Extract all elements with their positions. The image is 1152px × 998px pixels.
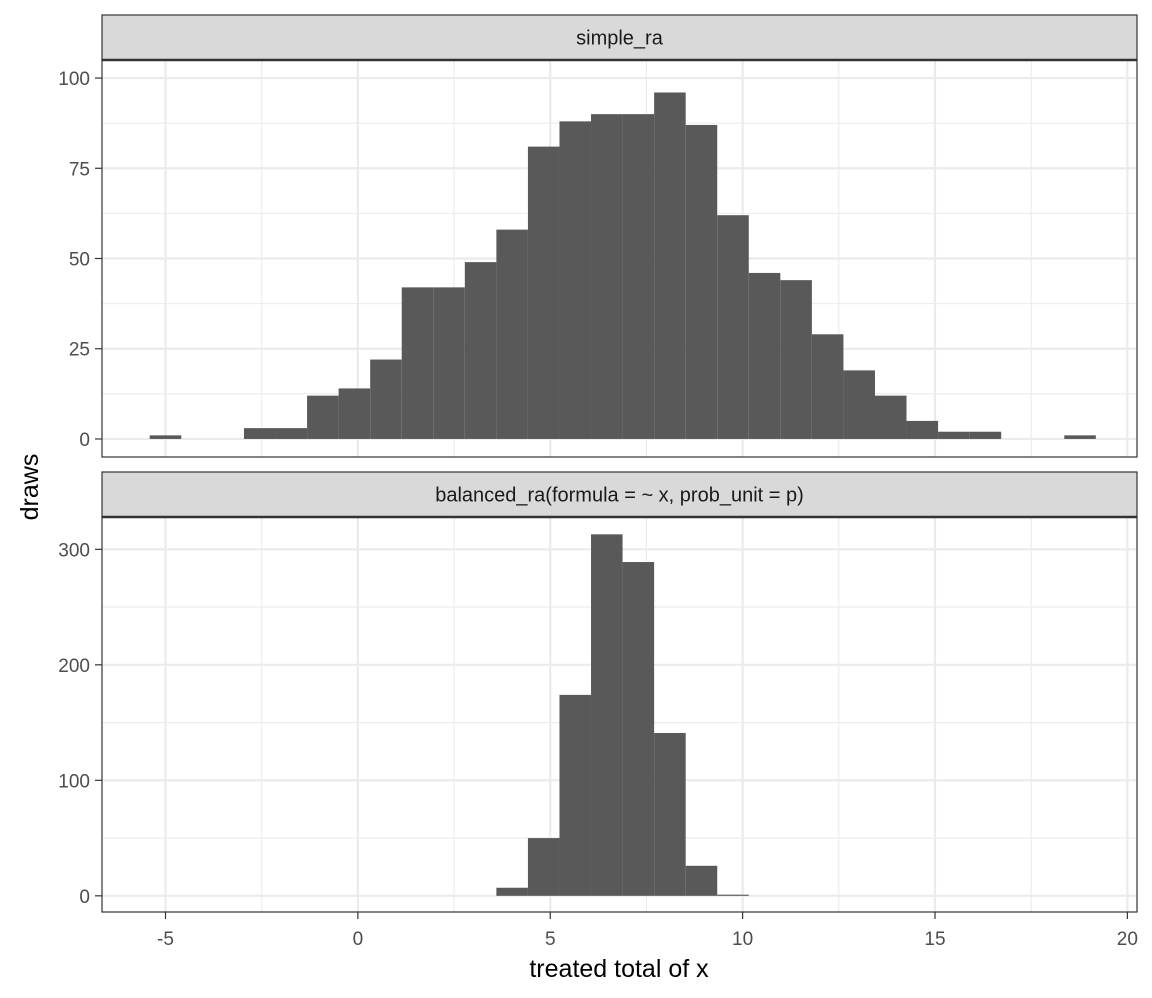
histogram-bar bbox=[969, 431, 1002, 439]
histogram-bar bbox=[654, 732, 686, 896]
facet-strip bbox=[101, 14, 1138, 61]
y-tick-label: 100 bbox=[58, 771, 90, 792]
histogram-bar bbox=[685, 124, 718, 439]
histogram-bar bbox=[591, 534, 623, 896]
histogram-bar bbox=[275, 428, 308, 439]
histogram-bar bbox=[370, 359, 402, 439]
histogram-bar bbox=[685, 865, 718, 896]
x-axis: -5 0 5 10 15 20 bbox=[157, 912, 1138, 950]
histogram-bar bbox=[496, 229, 528, 439]
facet-strip-label: balanced_ra(formula = ~ x, prob_unit = p… bbox=[435, 485, 804, 507]
histogram-bar bbox=[527, 146, 560, 439]
histogram-bar bbox=[496, 887, 528, 896]
y-tick-label: 0 bbox=[79, 430, 90, 451]
histogram-bar bbox=[401, 287, 434, 439]
histogram-bar bbox=[307, 395, 339, 439]
histogram-bar bbox=[780, 280, 812, 439]
histogram-bar bbox=[1064, 435, 1096, 439]
x-tick-label: 0 bbox=[353, 929, 364, 950]
histogram-bar bbox=[622, 562, 655, 896]
y-tick-label: 75 bbox=[69, 159, 90, 180]
histogram-bar bbox=[559, 121, 592, 439]
histogram-bar bbox=[243, 428, 276, 439]
y-tick-label: 50 bbox=[69, 250, 90, 271]
histogram-bar bbox=[527, 838, 560, 896]
y-tick-label: 200 bbox=[58, 656, 90, 677]
x-tick-label: 10 bbox=[732, 929, 753, 950]
histogram-bar bbox=[622, 114, 655, 439]
histogram-bar bbox=[654, 92, 686, 439]
panel-1: simple_ra 0 25 50 75 100 bbox=[58, 14, 1138, 458]
y-tick-label: 0 bbox=[79, 887, 90, 908]
x-axis-title: treated total of x bbox=[529, 955, 709, 983]
x-tick-label: 20 bbox=[1117, 929, 1138, 950]
histogram-bar bbox=[748, 272, 781, 439]
x-tick-label: 15 bbox=[924, 929, 945, 950]
x-tick-label: -5 bbox=[157, 929, 174, 950]
histogram-bar bbox=[464, 262, 497, 439]
histogram-bar bbox=[717, 215, 749, 439]
y-axis-title: draws bbox=[16, 454, 44, 521]
facet-panels: simple_ra 0 25 50 75 100 balanced_ra(formula =… bbox=[58, 14, 1138, 913]
facet-strip-label: simple_ra bbox=[576, 28, 664, 50]
histogram-bar bbox=[843, 370, 875, 439]
y-tick-label: 25 bbox=[69, 340, 90, 361]
histogram-bar bbox=[938, 431, 970, 439]
panel-2: balanced_ra(formula = ~ x, prob_unit = p… bbox=[58, 471, 1138, 913]
histogram-bar bbox=[149, 435, 182, 439]
histogram-bar bbox=[433, 287, 465, 439]
y-tick-label: 100 bbox=[58, 69, 90, 90]
histogram-bar bbox=[338, 388, 371, 439]
histogram-bar bbox=[591, 114, 623, 439]
histogram-bar bbox=[906, 420, 939, 439]
y-tick-label: 300 bbox=[58, 540, 90, 561]
histogram-bar bbox=[811, 334, 844, 439]
x-tick-label: 5 bbox=[545, 929, 556, 950]
histogram-bar bbox=[874, 395, 907, 439]
histogram-bar bbox=[559, 694, 592, 896]
facet-strip bbox=[101, 471, 1138, 518]
histogram-bar bbox=[717, 894, 749, 896]
